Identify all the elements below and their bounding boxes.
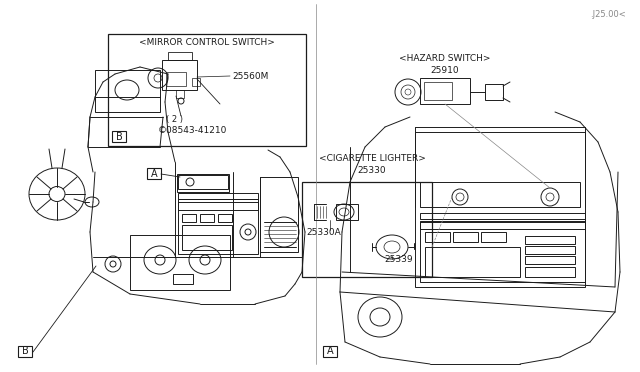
Bar	[323, 346, 337, 357]
Bar	[525, 246, 575, 254]
Bar	[420, 221, 585, 229]
Bar	[525, 256, 575, 264]
Bar	[176, 90, 184, 98]
Bar	[178, 199, 258, 254]
Text: .J25.00<: .J25.00<	[590, 10, 626, 19]
Bar	[182, 214, 196, 222]
Bar	[415, 132, 585, 287]
Bar	[425, 247, 520, 277]
Bar	[112, 131, 126, 142]
Bar	[182, 225, 232, 250]
Bar	[336, 204, 358, 220]
Bar	[178, 193, 258, 199]
Bar	[173, 274, 193, 284]
Bar	[302, 182, 432, 277]
Bar	[178, 175, 228, 189]
Bar	[192, 78, 200, 86]
Text: B: B	[22, 346, 28, 356]
Bar	[420, 78, 470, 104]
Bar	[178, 202, 258, 210]
Text: <MIRROR CONTROL SWITCH>: <MIRROR CONTROL SWITCH>	[139, 38, 275, 46]
Bar	[260, 177, 298, 252]
Bar	[525, 236, 575, 244]
Bar	[453, 232, 478, 242]
Bar	[525, 267, 575, 277]
Bar	[425, 232, 450, 242]
Text: <HAZARD SWITCH>: <HAZARD SWITCH>	[399, 54, 491, 62]
Bar	[162, 60, 197, 90]
Text: B: B	[116, 131, 122, 141]
Text: 25910: 25910	[431, 65, 460, 74]
Text: 25330A: 25330A	[306, 228, 340, 237]
Text: 25339: 25339	[384, 254, 413, 263]
Bar	[420, 213, 585, 219]
Bar	[166, 72, 186, 86]
Text: <CIGARETTE LIGHTER>: <CIGARETTE LIGHTER>	[319, 154, 426, 163]
Bar	[177, 174, 229, 192]
Bar	[147, 168, 161, 179]
Text: ©08543-41210: ©08543-41210	[158, 125, 227, 135]
Bar	[420, 182, 580, 207]
Text: A: A	[326, 346, 333, 356]
Bar	[168, 52, 192, 60]
Bar	[130, 235, 230, 290]
Bar	[485, 84, 503, 100]
Text: ( 2 ): ( 2 )	[166, 115, 183, 124]
Text: 25330: 25330	[358, 166, 387, 174]
Bar	[200, 214, 214, 222]
Bar	[481, 232, 506, 242]
Text: A: A	[150, 169, 157, 179]
Bar	[420, 222, 585, 282]
Bar	[108, 34, 306, 146]
Bar	[95, 70, 160, 112]
Text: 25560M: 25560M	[232, 71, 268, 80]
Bar	[424, 82, 452, 100]
Bar	[18, 346, 32, 357]
Bar	[218, 214, 232, 222]
